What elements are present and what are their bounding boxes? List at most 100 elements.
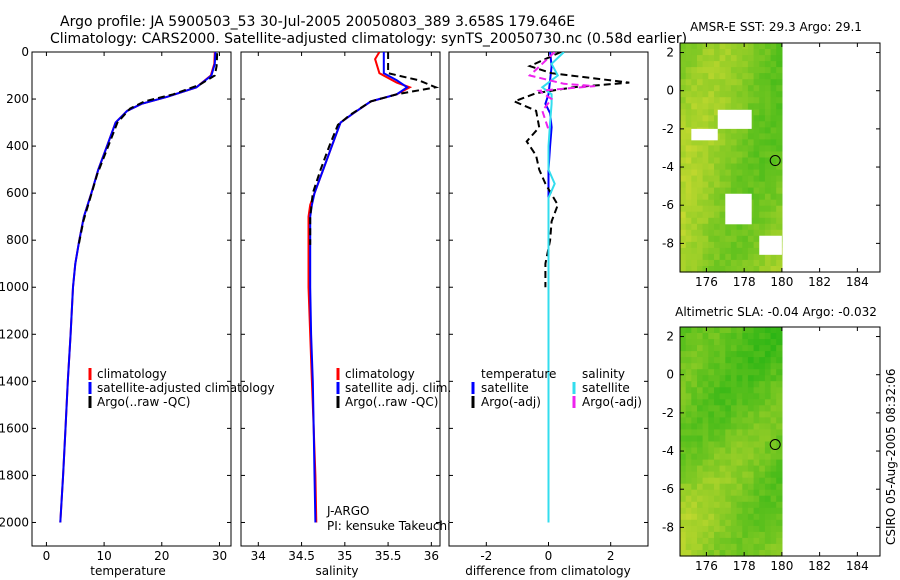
map-cell <box>753 49 760 56</box>
map-cell <box>691 253 698 261</box>
map-cell <box>685 495 692 503</box>
map-ytick-label: -8 <box>662 520 674 534</box>
map-cell <box>776 411 783 418</box>
map-cell <box>697 327 704 334</box>
map-cell <box>697 375 704 382</box>
map-cell <box>736 531 743 539</box>
map-cell <box>680 513 687 521</box>
figure-title-line2: Climatology: CARS2000. Satellite-adjuste… <box>50 31 687 47</box>
salinity-line-1 <box>309 52 409 523</box>
map-cell <box>759 375 766 382</box>
map-cell <box>685 465 692 473</box>
map-cell <box>776 229 783 237</box>
map-cell <box>736 381 743 388</box>
map-cell <box>764 411 772 418</box>
map-cell <box>753 369 760 376</box>
map-cell <box>736 43 743 50</box>
map-cell <box>685 411 692 418</box>
map-cell <box>702 351 709 358</box>
map-cell <box>708 259 715 267</box>
map-cell <box>753 73 760 80</box>
map-cell <box>691 241 698 249</box>
map-cell <box>708 435 715 443</box>
map-cell <box>747 247 755 255</box>
map-cell <box>725 67 732 74</box>
map-cell <box>742 405 749 412</box>
map-cell <box>725 55 732 62</box>
map-cell <box>742 43 749 50</box>
map-cell <box>759 393 766 400</box>
map-cell <box>702 253 709 261</box>
map-cell <box>759 525 766 533</box>
map-cell <box>764 266 772 273</box>
map-cell <box>714 217 721 225</box>
map-cell <box>770 169 777 177</box>
map-cell <box>742 163 749 171</box>
map-cell <box>736 550 743 557</box>
map-xtick-label: 184 <box>846 275 869 289</box>
map-cell <box>736 345 743 352</box>
map-cell <box>742 266 749 273</box>
map-cell <box>759 363 766 370</box>
map-cell <box>680 345 687 352</box>
map-cell <box>764 139 772 146</box>
map-cell <box>685 339 692 346</box>
map-cell <box>725 97 732 104</box>
map-cell <box>770 85 777 92</box>
map-cell <box>730 363 738 370</box>
temperature-line-2 <box>77 53 219 246</box>
map-cell <box>770 127 777 134</box>
map-cell <box>697 531 704 539</box>
map-cell <box>730 127 738 134</box>
map-cell <box>753 55 760 62</box>
map-cell <box>747 429 755 436</box>
map-cell <box>725 411 732 418</box>
map-cell <box>742 49 749 56</box>
map-cell <box>719 525 726 533</box>
map-cell <box>770 253 777 261</box>
map-cell <box>680 55 687 62</box>
map-cell <box>742 369 749 376</box>
map-cell <box>685 381 692 388</box>
legend-label-sal-satellite: satellite <box>582 381 630 395</box>
map-cell <box>691 483 698 491</box>
map-cell <box>691 387 698 394</box>
map-cell <box>759 253 766 261</box>
map-cell <box>697 393 704 400</box>
map-cell <box>714 145 721 152</box>
map-cell <box>770 417 777 424</box>
map-cell <box>770 453 777 461</box>
map-cell <box>776 501 783 509</box>
map-cell <box>776 187 783 195</box>
map-cell <box>714 363 721 370</box>
map-cell <box>708 351 715 358</box>
map-cell <box>759 217 766 225</box>
map-cell <box>697 157 704 165</box>
map-cell <box>697 235 704 243</box>
map-cell <box>753 531 760 539</box>
map-cell <box>764 363 772 370</box>
map-cell <box>770 543 777 551</box>
map-cell <box>747 531 755 539</box>
map-cell <box>708 459 715 467</box>
legend-label-satellite: satellite adj. clim. <box>345 381 451 395</box>
temperature-series <box>59 52 219 523</box>
map-cell <box>691 507 698 515</box>
map-cell <box>685 447 692 455</box>
map-cell <box>736 163 743 171</box>
map-cell <box>759 97 766 104</box>
map-cell <box>770 109 777 116</box>
map-cell <box>764 145 772 152</box>
map-cell <box>697 550 704 557</box>
map-cell <box>742 483 749 491</box>
map-cell <box>714 229 721 237</box>
map-cell <box>770 175 777 183</box>
map-cell <box>730 423 738 430</box>
map-cell <box>770 381 777 388</box>
map-cell <box>719 139 726 146</box>
map-cell <box>685 363 692 370</box>
map-cell <box>714 181 721 189</box>
map-cell <box>725 471 732 479</box>
map-cell <box>714 333 721 340</box>
map-cell <box>685 145 692 152</box>
